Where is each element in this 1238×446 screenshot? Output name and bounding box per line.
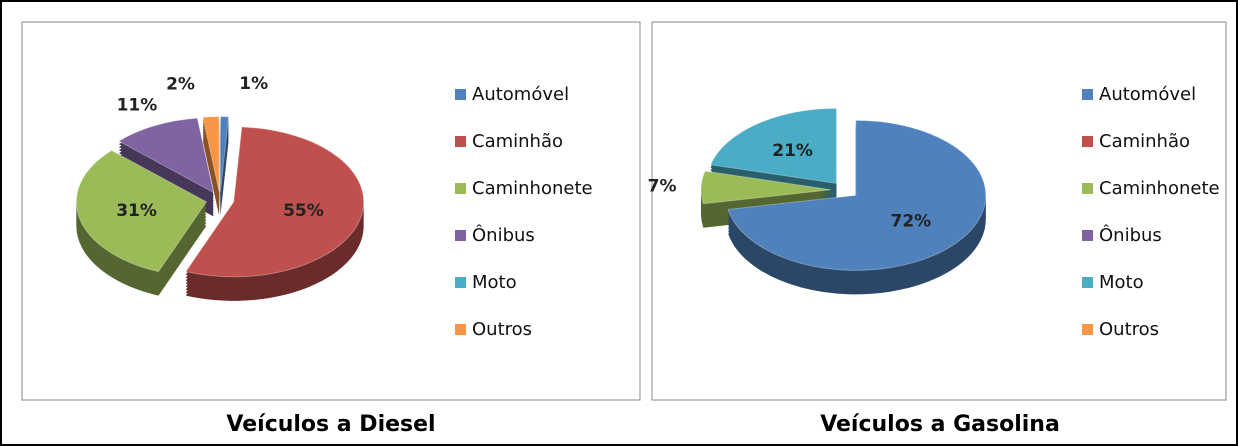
legend-swatch [455, 324, 466, 335]
legend-label: Automóvel [1099, 84, 1196, 105]
legend-label: Ônibus [1099, 224, 1162, 246]
data-label: 72% [891, 212, 932, 232]
legend-label: Ônibus [472, 224, 535, 246]
legend-swatch [1082, 183, 1093, 194]
data-label: 31% [116, 201, 157, 221]
chart-title: Veículos a Diesel [226, 412, 435, 437]
data-label: 7% [648, 177, 677, 197]
legend-label: Outros [1099, 319, 1159, 340]
legend-label: Moto [472, 272, 517, 293]
pie-slice [202, 116, 220, 192]
legend-swatch [455, 230, 466, 241]
legend-label: Caminhonete [1099, 178, 1220, 199]
pie-slice [700, 170, 832, 205]
legend-label: Caminhão [1099, 131, 1190, 152]
legend-swatch [1082, 89, 1093, 100]
legend-label: Outros [472, 319, 532, 340]
legend-swatch [1082, 136, 1093, 147]
data-label: 2% [166, 74, 195, 94]
pie-slice [117, 117, 215, 194]
legend-swatch [455, 277, 466, 288]
data-label: 21% [772, 141, 813, 161]
legend-swatch [455, 89, 466, 100]
legend-label: Caminhão [472, 131, 563, 152]
legend-label: Automóvel [472, 84, 569, 105]
legend-label: Moto [1099, 272, 1144, 293]
legend-swatch [1082, 230, 1093, 241]
legend-swatch [1082, 324, 1093, 335]
data-label: 11% [117, 96, 158, 116]
data-label: 1% [239, 74, 268, 94]
pie-slice [75, 149, 208, 273]
pie-slice [184, 126, 365, 278]
pie-slice [219, 116, 230, 192]
chart-title: Veículos a Gasolina [820, 412, 1060, 437]
legend-swatch [1082, 277, 1093, 288]
legend-label: Caminhonete [472, 178, 593, 199]
pie-slice [727, 119, 987, 271]
legend-swatch [455, 136, 466, 147]
legend-swatch [455, 183, 466, 194]
pie-slice [709, 107, 837, 184]
data-label: 55% [283, 201, 324, 221]
